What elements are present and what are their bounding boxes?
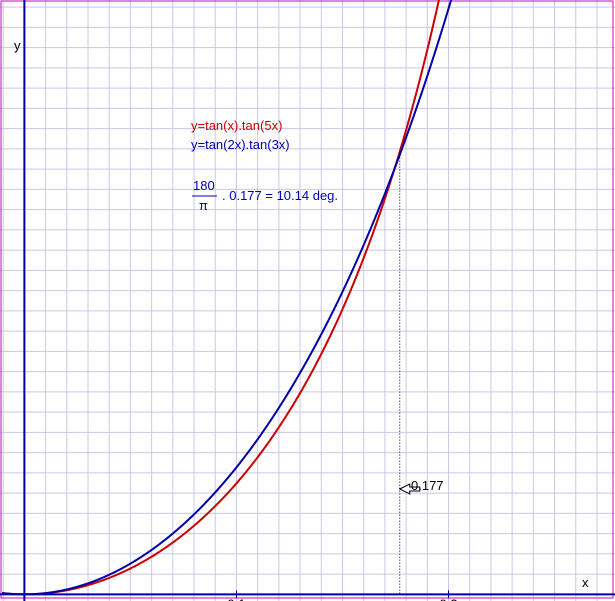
y-axis-label: y: [14, 38, 21, 53]
intersection-arrow-icon: [398, 483, 421, 495]
legend-entry-blue: y=tan(2x).tan(3x): [191, 137, 290, 152]
intersection-label: 0.177: [411, 478, 444, 493]
formula-denominator: π: [199, 198, 208, 213]
formula-numerator: 180: [193, 178, 215, 193]
formula-result: . 0.177 = 10.14 deg.: [222, 188, 338, 203]
series-line-blue: [2, 0, 453, 596]
x-axis-label: x: [582, 575, 589, 590]
labels-layer: y x y=tan(x).tan(5x) y=tan(2x).tan(3x) 1…: [14, 38, 589, 590]
x-tick-label: 0.1: [227, 596, 245, 601]
x-tick-label: 0.2: [439, 596, 457, 601]
series-line-red: [2, 0, 440, 596]
legend-entry-red: y=tan(x).tan(5x): [191, 118, 282, 133]
series-layer: [2, 0, 453, 596]
